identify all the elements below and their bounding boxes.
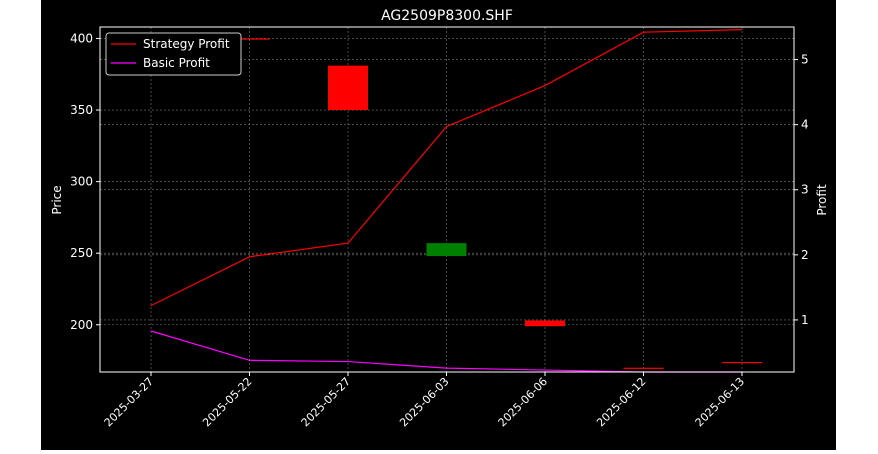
x-tick-label: 2025-03-27 xyxy=(102,375,156,429)
x-tick-label: 2025-05-27 xyxy=(299,375,353,429)
y-right-tick-label: 2 xyxy=(801,248,809,262)
plot-frame xyxy=(99,26,795,373)
legend: Strategy Profit Basic Profit xyxy=(105,32,242,76)
x-tick-label: 2025-05-22 xyxy=(200,375,254,429)
legend-label: Basic Profit xyxy=(143,56,210,70)
chart-title: AG2509P8300.SHF xyxy=(381,8,513,24)
series-line xyxy=(150,29,743,307)
candle-body xyxy=(722,361,762,364)
x-tick-label: 2025-06-03 xyxy=(397,375,451,429)
candle-body xyxy=(623,367,664,369)
y-right-tick-label: 4 xyxy=(801,118,809,132)
candle-body xyxy=(229,38,270,40)
y-axis-label-right: Profit xyxy=(815,184,829,216)
candle-body xyxy=(328,65,368,111)
y-tick-label: 200 xyxy=(70,318,93,332)
y-right-tick-label: 1 xyxy=(801,313,809,327)
x-tick-label: 2025-06-13 xyxy=(693,375,747,429)
x-tick-label: 2025-06-12 xyxy=(594,375,648,429)
x-tick-label: 2025-06-06 xyxy=(496,375,550,429)
chart-svg: AG2509P8300.SHF 2025-03-27 2025-05-22 2025… xyxy=(50,8,829,429)
legend-label: Strategy Profit xyxy=(143,37,230,51)
y-right-tick-label: 5 xyxy=(801,53,809,67)
y-tick-label: 400 xyxy=(70,31,93,45)
legend-box xyxy=(105,32,242,76)
y-tick-label: 250 xyxy=(70,246,93,260)
y-tick-label: 300 xyxy=(70,175,93,189)
chart-figure: AG2509P8300.SHF 2025-03-27 2025-05-22 2025… xyxy=(41,0,836,450)
candle-body xyxy=(426,243,467,257)
y-tick-label: 350 xyxy=(70,103,93,117)
candle-body xyxy=(525,320,565,327)
y-right-tick-label: 3 xyxy=(801,183,809,197)
y-axis-label-left: Price xyxy=(50,185,64,214)
